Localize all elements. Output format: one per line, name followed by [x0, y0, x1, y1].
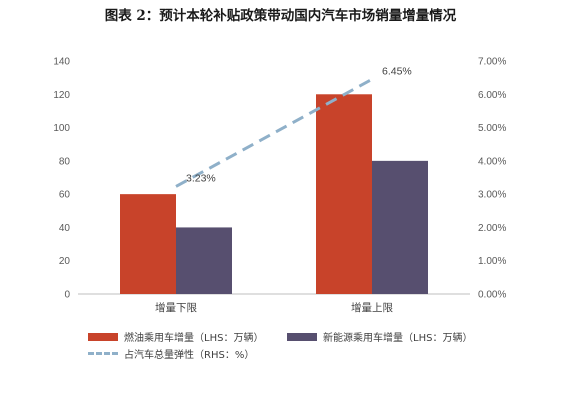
right-tick-label: 5.00%	[478, 123, 506, 134]
left-tick-label: 120	[53, 90, 70, 101]
left-axis: 0 20 40 60 80 100 120 140	[53, 57, 70, 301]
legend-swatch-fuel	[88, 332, 118, 341]
bar-nev	[176, 227, 232, 294]
category-labels: 增量下限 增量上限	[155, 301, 393, 314]
left-tick-label: 0	[64, 290, 70, 301]
left-tick-label: 100	[53, 123, 70, 134]
category-label: 增量上限	[351, 301, 393, 314]
right-tick-label: 1.00%	[478, 256, 506, 267]
right-axis: 0.00% 1.00% 2.00% 3.00% 4.00% 5.00% 6.00% 7.00%	[478, 57, 506, 301]
elasticity-data-label: 3.23%	[186, 172, 216, 184]
legend-item-nev: 新能源乘用车增量（LHS：万辆）	[287, 329, 472, 344]
right-tick-label: 4.00%	[478, 156, 506, 167]
right-tick-label: 6.00%	[478, 90, 506, 101]
right-tick-label: 7.00%	[478, 57, 506, 68]
right-tick-label: 0.00%	[478, 290, 506, 301]
left-tick-label: 20	[59, 256, 71, 267]
chart-title: 图表 2：预计本轮补贴政策带动国内汽车市场销量增量情况	[104, 8, 457, 24]
bars	[120, 94, 428, 295]
left-tick-label: 40	[59, 223, 71, 234]
right-tick-label: 2.00%	[478, 223, 506, 234]
category-label: 增量下限	[155, 301, 197, 314]
elasticity-data-label: 6.45%	[382, 65, 412, 77]
line-series: 3.23% 6.45%	[175, 65, 412, 188]
legend-label-nev: 新能源乘用车增量（LHS：万辆）	[323, 333, 473, 344]
legend-swatch-nev	[287, 332, 317, 341]
bar-fuel	[316, 94, 372, 295]
legend-item-fuel: 燃油乘用车增量（LHS：万辆）	[88, 329, 263, 344]
legend-label-elasticity: 占汽车总量弹性（RHS：%）	[124, 350, 255, 361]
left-tick-label: 60	[59, 190, 71, 201]
legend-label-fuel: 燃油乘用车增量（LHS：万辆）	[124, 333, 264, 344]
right-tick-label: 3.00%	[478, 190, 506, 201]
legend-swatch-elasticity	[88, 352, 118, 355]
left-tick-label: 80	[59, 156, 71, 167]
bar-fuel	[120, 194, 176, 294]
legend-item-elasticity: 占汽车总量弹性（RHS：%）	[88, 346, 254, 361]
left-tick-label: 140	[53, 57, 70, 68]
bar-nev	[372, 160, 428, 294]
